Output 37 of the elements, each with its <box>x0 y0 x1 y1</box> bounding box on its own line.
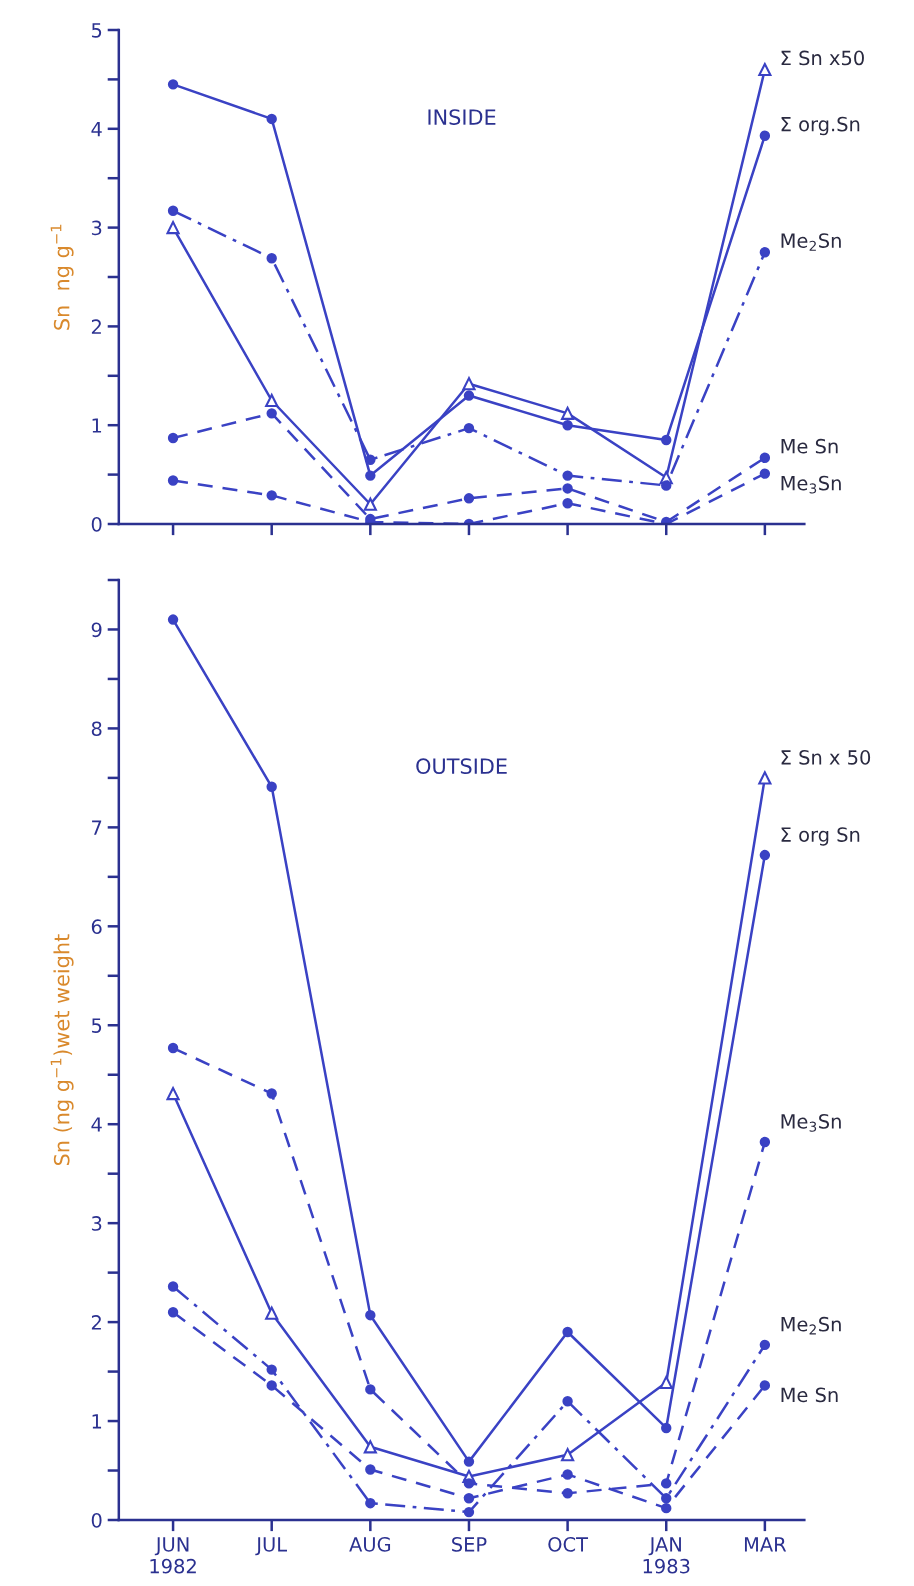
series-label: Me Sn <box>781 438 838 454</box>
x-tick-label: SEP <box>452 1537 487 1552</box>
series-label: Σ org Sn <box>781 827 860 846</box>
y-tick-label: 9 <box>91 622 102 638</box>
x-tick-label: OCT <box>548 1537 589 1552</box>
series-label: Σ Sn x50 <box>781 50 864 66</box>
text: INSIDE <box>428 109 496 125</box>
y-tick-label: 2 <box>91 1315 101 1330</box>
y-tick-label: 4 <box>91 122 102 137</box>
text: OUTSIDE <box>416 758 507 775</box>
y-axis-title: Sn ng g$^{−1}$ <box>50 224 74 330</box>
y-tick-label: 1 <box>92 1414 102 1429</box>
x-tick-label: AUG <box>349 1537 391 1552</box>
y-tick-label: 7 <box>92 820 102 835</box>
series-label: Me$_{2}$Sn <box>781 1316 841 1335</box>
x-tick-label: JAN 1983 <box>643 1537 690 1574</box>
y-tick-label: 5 <box>91 23 102 38</box>
y-tick-label: 5 <box>91 1018 102 1033</box>
series-label: Me$_{3}$Sn <box>781 1114 841 1132</box>
series-label: Σ org.Sn <box>781 116 860 136</box>
y-tick-label: 2 <box>91 319 101 334</box>
y-tick-label: 8 <box>91 721 102 737</box>
series-label: Me$_{3}$Sn <box>781 475 841 494</box>
y-tick-label: 3 <box>91 220 102 236</box>
series-label: Σ Sn x 50 <box>781 750 871 765</box>
x-tick-label: JUN 1982 <box>150 1537 196 1574</box>
y-tick-label: 0 <box>91 1512 102 1528</box>
y-tick-label: 4 <box>91 1117 102 1132</box>
series-label: Me$_{2}$Sn <box>781 233 841 251</box>
x-tick-label: MAR <box>744 1537 787 1552</box>
y-axis-title: Sn (ng g$^{−1}$)wet weight <box>50 934 74 1166</box>
y-tick-label: 3 <box>91 1216 102 1231</box>
series-label: Me Sn <box>781 1387 838 1403</box>
x-tick-label: JUL <box>255 1537 287 1556</box>
y-tick-label: 1 <box>92 418 102 433</box>
y-tick-label: 6 <box>91 919 102 934</box>
y-tick-label: 0 <box>91 516 102 532</box>
